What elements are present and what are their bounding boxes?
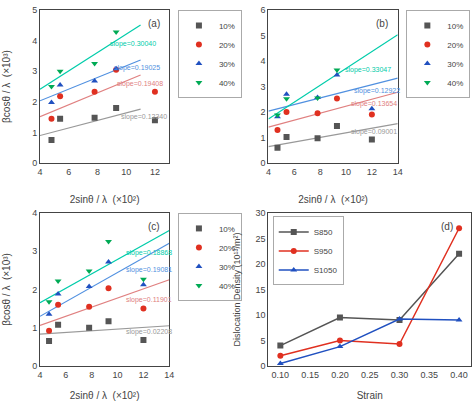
- svg-text:2sinθ / λ (×10²): 2sinθ / λ (×10²): [70, 390, 140, 401]
- svg-text:3: 3: [32, 246, 37, 256]
- svg-text:6: 6: [261, 5, 266, 15]
- svg-text:0.35: 0.35: [421, 370, 439, 380]
- svg-text:2: 2: [32, 97, 37, 107]
- svg-text:6: 6: [292, 167, 297, 177]
- svg-text:S850: S850: [314, 228, 333, 237]
- svg-text:slope=0.33047: slope=0.33047: [345, 66, 391, 74]
- svg-text:2: 2: [32, 285, 37, 295]
- svg-text:slope=0.09001: slope=0.09001: [351, 128, 397, 136]
- svg-text:20%: 20%: [447, 41, 463, 50]
- svg-text:2: 2: [261, 107, 266, 117]
- svg-text:βcosθ / λ (×10³): βcosθ / λ (×10³): [1, 253, 12, 326]
- svg-text:0: 0: [32, 361, 37, 371]
- svg-text:0: 0: [261, 361, 266, 371]
- svg-text:15: 15: [256, 285, 266, 295]
- svg-text:(c): (c): [148, 221, 160, 232]
- svg-text:6: 6: [66, 167, 71, 177]
- svg-text:slope=0.13654: slope=0.13654: [351, 100, 397, 108]
- svg-text:0.20: 0.20: [331, 370, 349, 380]
- svg-text:8: 8: [89, 370, 94, 380]
- svg-text:0.40: 0.40: [450, 370, 468, 380]
- svg-text:1: 1: [32, 323, 37, 333]
- svg-text:20: 20: [256, 259, 266, 269]
- svg-text:4: 4: [266, 167, 271, 177]
- svg-text:βcosθ / λ (×10³): βcosθ / λ (×10³): [1, 50, 12, 123]
- svg-text:slope=0.18868: slope=0.18868: [126, 249, 172, 257]
- svg-text:slope=0.12340: slope=0.12340: [121, 113, 167, 121]
- svg-text:slope=0.19408: slope=0.19408: [117, 80, 163, 88]
- svg-text:4: 4: [37, 370, 42, 380]
- svg-text:30: 30: [256, 208, 266, 218]
- svg-text:30%: 30%: [447, 60, 463, 69]
- svg-text:S1050: S1050: [314, 266, 338, 275]
- svg-text:40%: 40%: [219, 79, 235, 88]
- svg-text:12: 12: [138, 370, 148, 380]
- svg-text:3: 3: [261, 82, 266, 92]
- svg-text:30%: 30%: [219, 263, 235, 272]
- svg-text:8: 8: [95, 167, 100, 177]
- svg-text:0.30: 0.30: [391, 370, 409, 380]
- svg-text:10: 10: [341, 167, 351, 177]
- svg-text:12: 12: [367, 167, 377, 177]
- svg-text:20%: 20%: [219, 41, 235, 50]
- svg-text:1: 1: [32, 128, 37, 138]
- svg-text:(a): (a): [148, 18, 160, 29]
- svg-text:slope=0.11901: slope=0.11901: [126, 296, 172, 304]
- svg-text:5: 5: [261, 31, 266, 41]
- svg-text:10: 10: [113, 370, 123, 380]
- svg-text:slope=0.12922: slope=0.12922: [354, 87, 400, 95]
- svg-text:(b): (b): [376, 18, 388, 29]
- svg-text:2sinθ / λ (×10²): 2sinθ / λ (×10²): [70, 194, 140, 205]
- svg-text:5: 5: [32, 5, 37, 15]
- svg-text:14: 14: [393, 167, 403, 177]
- svg-text:slope=0.19081: slope=0.19081: [126, 266, 172, 274]
- svg-text:4: 4: [32, 208, 37, 218]
- svg-text:S950: S950: [314, 247, 333, 256]
- svg-text:8: 8: [318, 167, 323, 177]
- svg-text:3: 3: [32, 66, 37, 76]
- svg-text:2sinθ / λ (×10²): 2sinθ / λ (×10²): [298, 194, 368, 205]
- svg-text:40%: 40%: [447, 79, 463, 88]
- svg-text:12: 12: [150, 167, 160, 177]
- svg-text:30%: 30%: [219, 60, 235, 69]
- svg-text:6: 6: [63, 370, 68, 380]
- svg-text:4: 4: [32, 36, 37, 46]
- svg-text:0: 0: [32, 158, 37, 168]
- svg-text:25: 25: [256, 234, 266, 244]
- svg-text:Strain: Strain: [357, 390, 383, 401]
- svg-text:14: 14: [164, 370, 174, 380]
- svg-text:40%: 40%: [219, 282, 235, 291]
- svg-text:(d): (d): [441, 221, 453, 232]
- svg-text:1: 1: [261, 133, 266, 143]
- svg-text:20%: 20%: [219, 244, 235, 253]
- svg-text:0.25: 0.25: [361, 370, 379, 380]
- svg-text:Dislocation Density (10¹³/m²): Dislocation Density (10¹³/m²): [232, 232, 242, 346]
- svg-text:4: 4: [37, 167, 42, 177]
- svg-text:slope=0.30040: slope=0.30040: [110, 40, 156, 48]
- svg-text:10%: 10%: [219, 22, 235, 31]
- svg-text:0.15: 0.15: [301, 370, 319, 380]
- svg-text:5: 5: [261, 336, 266, 346]
- svg-text:0: 0: [261, 158, 266, 168]
- svg-text:0.10: 0.10: [272, 370, 290, 380]
- svg-text:10%: 10%: [447, 22, 463, 31]
- svg-text:10: 10: [256, 310, 266, 320]
- svg-text:slope=0.02208: slope=0.02208: [126, 328, 172, 336]
- svg-text:10: 10: [121, 167, 131, 177]
- svg-text:slope=0.19025: slope=0.19025: [114, 64, 160, 72]
- svg-text:4: 4: [261, 56, 266, 66]
- svg-text:10%: 10%: [219, 225, 235, 234]
